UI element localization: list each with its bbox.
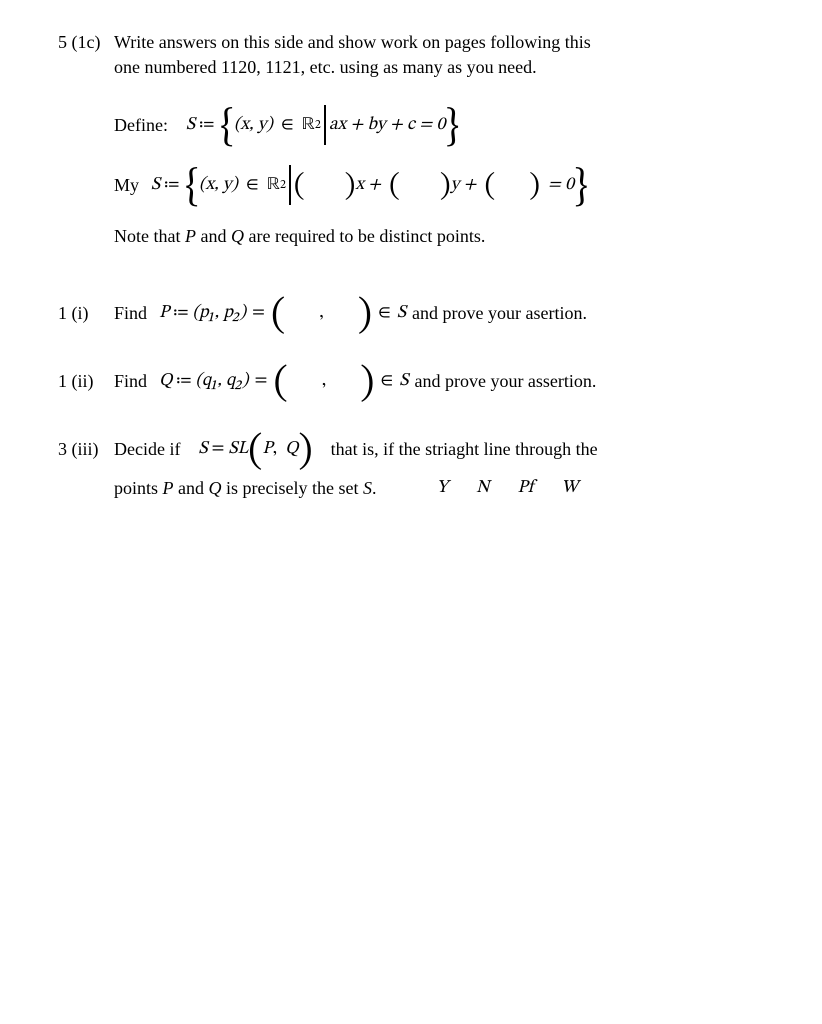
define-block: Define: S ≔ { (x, y) ∈ ℝ2 ax + by + c = … <box>58 86 764 275</box>
part-iii-tail1: that is, if the striaght line through th… <box>331 437 598 462</box>
intro-line-2: one numbered 1120, 1121, etc. using as m… <box>114 57 537 77</box>
element-of-icon: ∈ <box>246 173 259 198</box>
right-paren-icon: ) <box>529 172 540 202</box>
equals-zero: = 0 <box>548 173 574 198</box>
right-paren-icon: ) <box>358 296 372 336</box>
part-iii-Q: Q <box>285 437 298 462</box>
coloneq-icon: ≔ <box>176 369 191 394</box>
define-label: Define: <box>114 113 168 138</box>
part-ii-S: S <box>399 369 408 394</box>
define-condition: ax + by + c = 0 <box>329 113 446 138</box>
real-numbers-icon: ℝ <box>267 173 280 198</box>
left-paren-icon: ( <box>389 172 400 202</box>
part-iii-lead: Decide if <box>114 437 180 462</box>
right-paren-icon: ) <box>345 172 356 202</box>
my-S: S <box>151 173 160 198</box>
answer-options: Y N Pf W <box>436 476 578 501</box>
real-numbers-icon: ℝ <box>302 113 315 138</box>
right-paren-icon: ) <box>360 364 374 404</box>
right-brace-icon: } <box>445 106 459 148</box>
part-i-find: Find <box>114 301 147 326</box>
option-W[interactable]: W <box>561 476 578 501</box>
element-of-icon: ∈ <box>281 113 294 138</box>
x-plus: x + <box>355 173 381 198</box>
part-ii-tail: and prove your assertion. <box>414 369 596 394</box>
page: 5 (1c) Write answers on this side and sh… <box>0 0 822 559</box>
left-paren-icon: ( <box>484 172 495 202</box>
part-iii: 3 (iii) Decide if S = SL ( P , Q ) that … <box>58 430 764 470</box>
equals-icon: = <box>254 369 267 394</box>
y-plus: y + <box>451 173 477 198</box>
part-i-S: S <box>397 301 406 326</box>
part-iii-line2: points P and Q is precisely the set S. Y… <box>58 476 764 501</box>
part-ii-label: 1 (ii) <box>58 369 114 394</box>
part-ii-find: Find <box>114 369 147 394</box>
right-paren-icon: ) <box>298 432 312 472</box>
my-label: My <box>114 173 139 198</box>
part-ii: 1 (ii) Find Q ≔ (q₁, q₂) = ( , ) ∈ S and… <box>58 362 764 402</box>
part-ii-Q: Q <box>159 369 172 394</box>
note-distinct: Note that P and Q are required to be dis… <box>114 224 764 249</box>
comma: , <box>319 301 323 326</box>
define-equation: Define: S ≔ { (x, y) ∈ ℝ2 ax + by + c = … <box>114 104 764 146</box>
part-iii-S: S <box>198 437 207 462</box>
my-pair: (x, y) <box>199 173 238 198</box>
part-ii-tuple: (q₁, q₂) <box>196 369 249 394</box>
part-i-P: P <box>159 301 169 326</box>
part-iii-label: 3 (iii) <box>58 437 114 462</box>
element-of-icon: ∈ <box>380 369 393 394</box>
define-S: S <box>186 113 195 138</box>
left-paren-icon: ( <box>271 296 285 336</box>
left-paren-icon: ( <box>294 172 305 202</box>
part-iii-P: P <box>262 437 272 462</box>
note-text: Note that P and Q are required to be dis… <box>114 226 485 246</box>
equals-icon: = <box>212 437 225 462</box>
comma: , <box>322 369 326 394</box>
set-divider-icon <box>289 165 291 205</box>
question-intro: Write answers on this side and show work… <box>114 30 764 80</box>
option-Pf[interactable]: Pf <box>518 476 534 501</box>
r2-superscript: 2 <box>315 117 321 134</box>
question-header: 5 (1c) Write answers on this side and sh… <box>58 30 764 80</box>
left-paren-icon: ( <box>248 432 262 472</box>
question-number: 5 (1c) <box>58 30 114 55</box>
part-i-tail: and prove your asertion. <box>412 301 587 326</box>
equals-icon: = <box>252 301 265 326</box>
part-i-tuple: (p₁, p₂) <box>192 301 246 326</box>
left-brace-icon: { <box>185 166 199 208</box>
element-of-icon: ∈ <box>378 301 391 326</box>
part-iii-SL: SL <box>229 437 249 462</box>
coloneq-icon: ≔ <box>164 173 179 198</box>
right-brace-icon: } <box>574 166 588 208</box>
left-paren-icon: ( <box>273 364 287 404</box>
part-i: 1 (i) Find P ≔ (p₁, p₂) = ( , ) ∈ S and … <box>58 294 764 334</box>
r2-superscript: 2 <box>280 177 286 194</box>
part-i-label: 1 (i) <box>58 301 114 326</box>
option-Y[interactable]: Y <box>436 476 448 501</box>
comma: , <box>273 437 277 462</box>
right-paren-icon: ) <box>440 172 451 202</box>
set-divider-icon <box>324 105 326 145</box>
my-equation: My S ≔ { (x, y) ∈ ℝ2 ( ) x + ( <box>114 164 764 206</box>
part-iii-tail2: points P and Q is precisely the set S. <box>114 476 376 501</box>
coloneq-icon: ≔ <box>173 301 188 326</box>
define-pair: (x, y) <box>234 113 273 138</box>
left-brace-icon: { <box>220 106 234 148</box>
option-N[interactable]: N <box>476 476 489 501</box>
coloneq-icon: ≔ <box>199 113 214 138</box>
intro-line-1: Write answers on this side and show work… <box>114 32 591 52</box>
